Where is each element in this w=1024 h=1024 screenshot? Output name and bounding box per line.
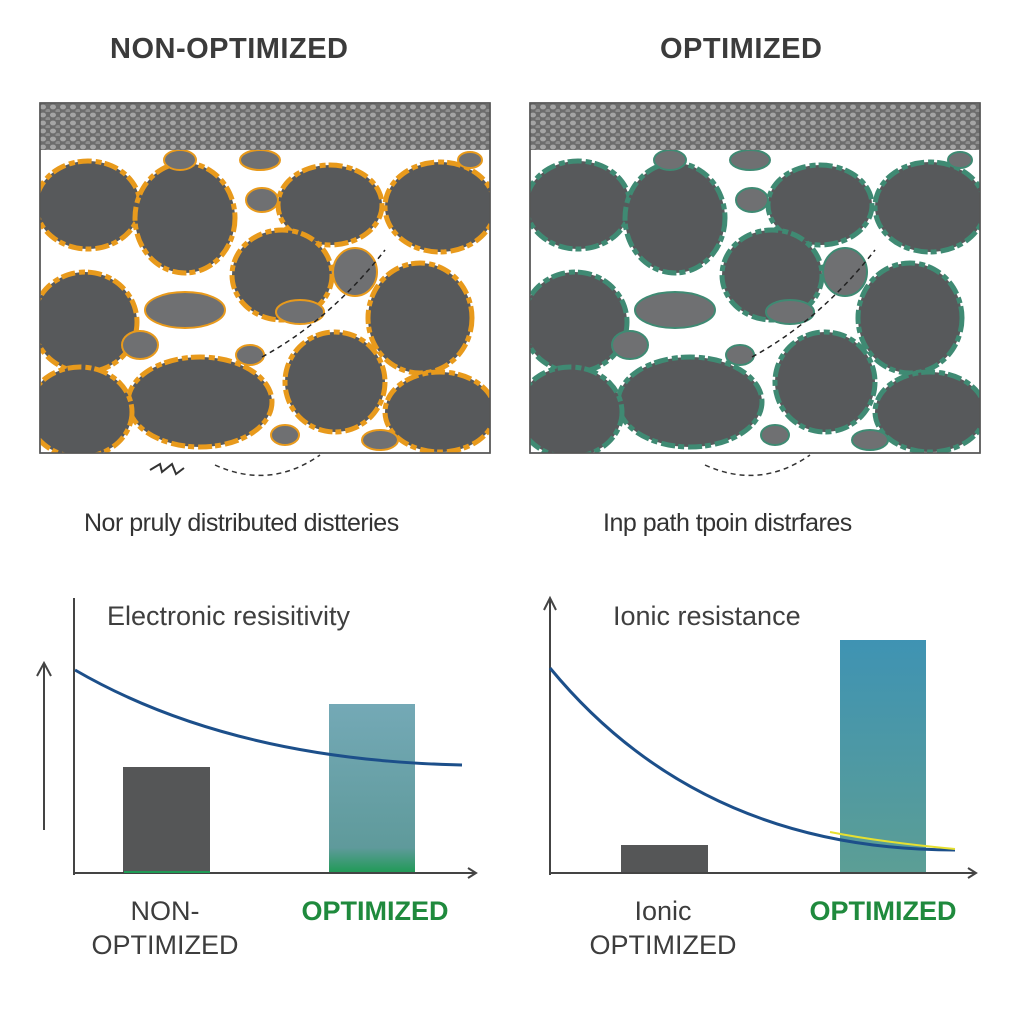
- binder-fragment: [457, 151, 483, 169]
- binder-fragment: [163, 149, 197, 171]
- active-particle: [382, 159, 490, 255]
- binder-fragment: [765, 299, 815, 325]
- binder-fragment: [144, 291, 226, 329]
- binder-fragment: [735, 187, 769, 213]
- active-particle: [40, 269, 140, 375]
- active-particle: [872, 159, 980, 255]
- zigzag-icon: [149, 462, 185, 476]
- path-annotation: [704, 454, 811, 477]
- panel-content: [40, 103, 490, 453]
- binder-fragment: [332, 247, 378, 297]
- active-particle: [765, 162, 875, 248]
- binder-fragment: [270, 424, 300, 446]
- right-electrode-panel: [529, 102, 981, 477]
- binder-fragment: [634, 291, 716, 329]
- binder-fragment: [729, 149, 771, 171]
- trend-curve: [74, 668, 463, 767]
- path-annotation: [214, 454, 321, 477]
- binder-fragment: [725, 344, 755, 366]
- binder-fragment: [245, 187, 279, 213]
- up-arrow-head: [36, 660, 52, 677]
- x-axis-arrowhead: [967, 867, 978, 879]
- right-chart-label-ionic: Ionic OPTIMIZED: [568, 894, 758, 962]
- active-particle: [772, 329, 878, 435]
- active-particle: [530, 269, 630, 375]
- bar: [329, 704, 415, 873]
- left-panel-caption: Nor pruly distributed distteries: [84, 509, 399, 537]
- bar: [123, 767, 210, 873]
- left-panel-title: NON-OPTIMIZED: [110, 33, 349, 65]
- active-particle: [40, 364, 135, 453]
- active-particle: [275, 162, 385, 248]
- binder-fragment: [235, 344, 265, 366]
- left-chart-label-non-optimized: NON- OPTIMIZED: [70, 894, 260, 962]
- label-line-2: OPTIMIZED: [589, 930, 737, 960]
- binder-fragment: [121, 330, 159, 360]
- left-chart: [36, 598, 478, 879]
- active-particle: [132, 160, 238, 276]
- active-particle: [125, 354, 275, 450]
- right-panel-caption: Inp path tpoin distrfares: [603, 509, 852, 537]
- left-chart-title: Electronic resisitivity: [107, 601, 351, 631]
- active-particle: [855, 260, 965, 376]
- panel-border: [39, 102, 491, 454]
- active-particle: [872, 369, 980, 453]
- label-line-2: OPTIMIZED: [91, 930, 239, 960]
- panel-border: [529, 102, 981, 454]
- binder-fragment: [760, 424, 790, 446]
- binder-fragment: [611, 330, 649, 360]
- active-particle: [530, 364, 625, 453]
- active-particle: [530, 158, 633, 252]
- current-collector-layer: [530, 103, 980, 150]
- binder-fragment: [822, 247, 868, 297]
- active-particle: [40, 158, 143, 252]
- particles: [40, 103, 490, 453]
- trend-curve: [548, 667, 956, 852]
- label-line-1: Ionic: [634, 896, 692, 926]
- active-particle: [622, 160, 728, 276]
- panel-content: [530, 103, 980, 453]
- current-collector-layer: [40, 103, 490, 150]
- binder-fragment: [653, 149, 687, 171]
- left-chart-label-optimized: OPTIMIZED: [301, 896, 449, 926]
- right-chart: [543, 595, 978, 879]
- y-axis-arrowhead: [543, 595, 557, 611]
- bar: [840, 640, 926, 873]
- active-particle: [615, 354, 765, 450]
- binder-fragment: [851, 429, 889, 451]
- binder-fragment: [361, 429, 399, 451]
- binder-fragment: [947, 151, 973, 169]
- active-particle: [365, 260, 475, 376]
- right-chart-label-optimized: OPTIMIZED: [809, 896, 957, 926]
- right-chart-title: Ionic resistance: [613, 601, 801, 631]
- active-particle: [382, 369, 490, 453]
- highlight-curve: [829, 831, 956, 850]
- active-particle: [282, 329, 388, 435]
- right-panel-title: OPTIMIZED: [660, 33, 823, 65]
- binder-fragment: [275, 299, 325, 325]
- binder-fragment: [239, 149, 281, 171]
- bar: [621, 845, 708, 873]
- particles: [530, 103, 980, 453]
- left-electrode-panel: [39, 102, 491, 477]
- label-line-1: NON-: [130, 896, 200, 926]
- x-axis-arrowhead: [467, 867, 478, 879]
